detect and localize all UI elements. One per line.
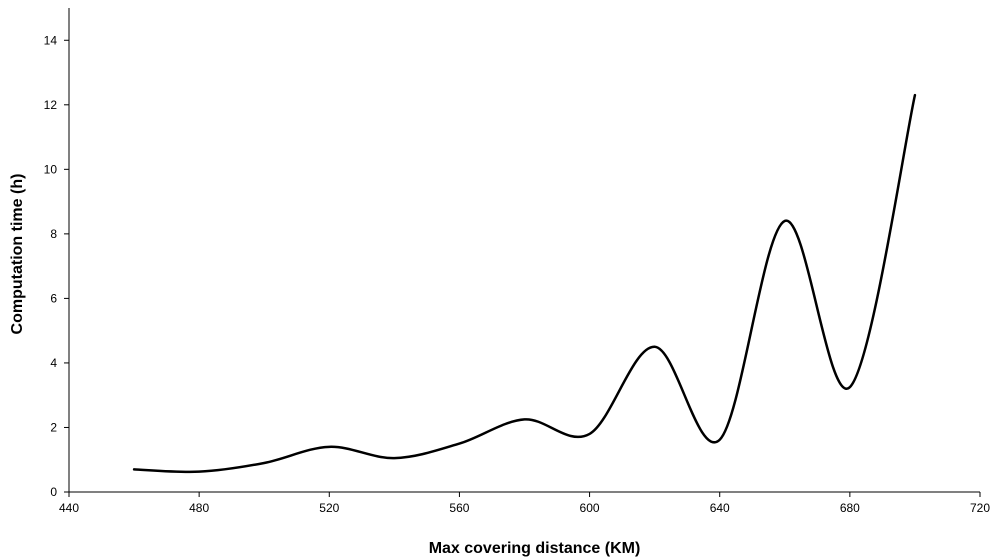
- tick-labels: 440 480 520 560 600 640 680 720 0 2 4 6 8 10 12 14: [44, 33, 991, 515]
- y-tick-label: 10: [44, 162, 58, 176]
- axes: [68, 8, 980, 493]
- x-tick-label: 600: [580, 501, 600, 515]
- x-tick-label: 560: [449, 501, 469, 515]
- y-tick-label: 8: [50, 227, 57, 241]
- x-tick-label: 720: [970, 501, 990, 515]
- x-tick-label: 520: [319, 501, 339, 515]
- y-tick-label: 4: [50, 356, 57, 370]
- x-tick-label: 440: [59, 501, 79, 515]
- y-tick-label: 14: [44, 33, 58, 47]
- series-layer: [132, 93, 917, 474]
- y-tick-label: 2: [50, 420, 57, 434]
- x-tick-label: 680: [840, 501, 860, 515]
- y-tick-label: 12: [44, 98, 58, 112]
- x-tick-label: 640: [710, 501, 730, 515]
- y-axis-title: Computation time (h): [9, 174, 26, 335]
- x-tick-label: 480: [189, 501, 209, 515]
- tick-marks: [64, 39, 981, 497]
- series-line: [132, 93, 917, 474]
- x-axis-title: Max covering distance (KM): [429, 540, 641, 557]
- y-tick-label: 6: [50, 291, 57, 305]
- y-tick-label: 0: [50, 485, 57, 499]
